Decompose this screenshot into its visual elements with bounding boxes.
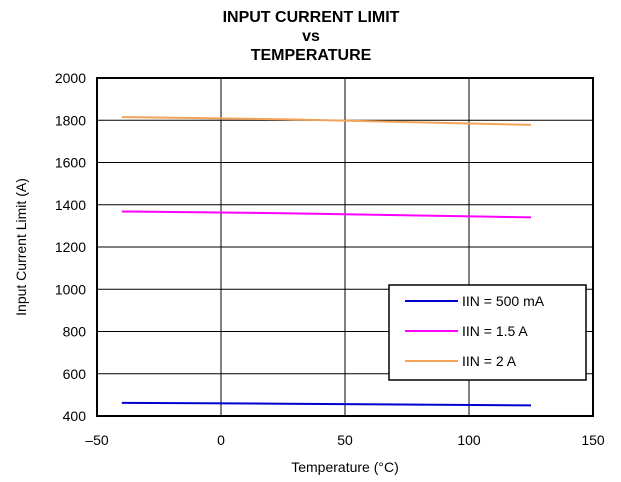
chart-title-line-2: vs <box>302 28 320 45</box>
y-axis-label: Input Current Limit (A) <box>13 178 29 316</box>
series-line <box>121 401 532 407</box>
y-tick-label: 1000 <box>55 281 86 297</box>
legend-label: IIN = 500 mA <box>462 293 545 309</box>
y-tick-label: 1200 <box>55 239 86 255</box>
legend-label: IIN = 2 A <box>462 353 517 369</box>
y-tick-label: 1400 <box>55 197 86 213</box>
plot-area-border <box>96 77 594 417</box>
chart-title-line-1: INPUT CURRENT LIMIT <box>223 9 400 26</box>
chart-title-line-3: TEMPERATURE <box>251 47 372 64</box>
chart-title: INPUT CURRENT LIMIT vs TEMPERATURE <box>223 9 400 64</box>
x-tick-label: 50 <box>337 432 353 448</box>
x-tick-label: 100 <box>457 432 481 448</box>
y-tick-label: 800 <box>63 324 87 340</box>
grid-lines <box>97 78 593 416</box>
series-line <box>121 210 532 219</box>
x-tick-label: 150 <box>581 432 605 448</box>
y-tick-label: 1800 <box>55 112 86 128</box>
x-axis-label: Temperature (°C) <box>291 459 399 475</box>
x-tick-labels: –50 0 50 100 150 <box>85 432 605 448</box>
y-tick-label: 600 <box>63 366 87 382</box>
legend-label: IIN = 1.5 A <box>462 323 528 339</box>
series-line <box>121 116 532 126</box>
legend: IIN = 500 mA IIN = 1.5 A IIN = 2 A <box>388 284 587 381</box>
x-tick-label: 0 <box>217 432 225 448</box>
series-lines <box>121 116 532 407</box>
y-tick-labels: 400 600 800 1000 1200 1400 1600 1800 2000 <box>55 70 86 424</box>
y-tick-label: 400 <box>63 408 87 424</box>
y-tick-label: 2000 <box>55 70 86 86</box>
y-tick-label: 1600 <box>55 155 86 171</box>
x-tick-label: –50 <box>85 432 109 448</box>
